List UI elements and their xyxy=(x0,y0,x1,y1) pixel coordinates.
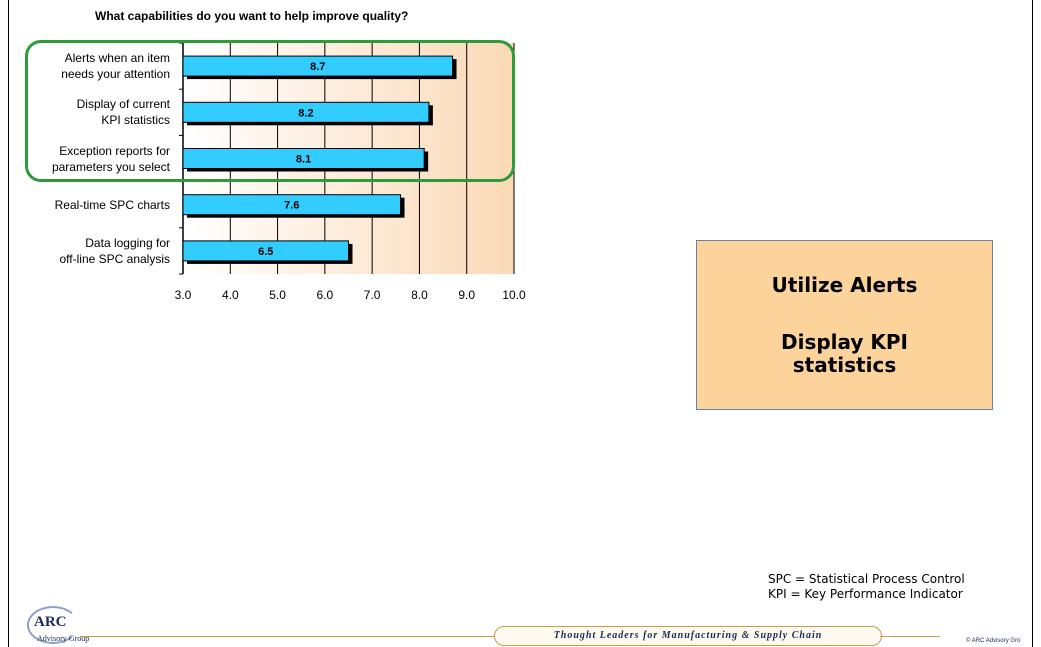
x-tick-label: 6.0 xyxy=(316,288,334,302)
bar-value-label: 8.7 xyxy=(310,61,325,73)
category-label: Exception reports for parameters you sele… xyxy=(20,143,170,175)
category-label-line: Display of current xyxy=(76,97,170,112)
bars: 8.7 8.2 8.1 7.6 6.5 xyxy=(182,55,457,264)
bar xyxy=(182,240,349,262)
category-label-line: needs your attention xyxy=(61,67,170,82)
callout-line-2: Display KPI statistics xyxy=(780,330,908,377)
x-tick-label: 10.0 xyxy=(502,288,526,302)
category-label: Data logging for off-line SPC analysis xyxy=(20,235,171,267)
footer-divider xyxy=(80,636,500,637)
footer-divider-right xyxy=(880,636,940,637)
category-label: Alerts when an item needs your attention xyxy=(20,50,170,82)
x-tick-label: 4.0 xyxy=(221,288,239,302)
category-label-line: Exception reports for xyxy=(59,143,170,158)
bar-value-label: 8.2 xyxy=(298,107,313,119)
arc-logo-icon xyxy=(27,606,79,644)
x-tick-label: 7.0 xyxy=(363,288,381,302)
x-tick-label: 5.0 xyxy=(269,288,286,302)
category-label: Display of current KPI statistics xyxy=(20,96,170,128)
category-label-line: off-line SPC analysis xyxy=(59,251,171,266)
category-label-line: Alerts when an item xyxy=(64,51,170,66)
category-label-line: Data logging for xyxy=(85,235,170,250)
bar xyxy=(182,101,430,123)
highlight-box xyxy=(25,40,515,182)
bar xyxy=(182,194,402,216)
callout-line-1: Utilize Alerts xyxy=(771,273,918,297)
abbreviation-notes: SPC = Statistical Process Control KPI = … xyxy=(768,572,965,602)
logo-subtext: Advisory Group xyxy=(37,634,90,643)
category-label-line: Real-time SPC charts xyxy=(54,197,170,212)
frame-left-border xyxy=(8,0,9,647)
bar xyxy=(182,148,425,169)
category-label-line: KPI statistics xyxy=(101,113,170,128)
category-label-line: parameters you select xyxy=(51,159,170,174)
kpi-note: KPI = Key Performance Indicator xyxy=(768,587,963,601)
category-label: Real-time SPC charts xyxy=(20,197,170,213)
bar xyxy=(182,55,454,77)
bar-value-label: 8.1 xyxy=(296,154,311,166)
logo-text: ARC xyxy=(34,614,67,630)
x-tick-label: 8.0 xyxy=(411,288,428,302)
bar-value-label: 6.5 xyxy=(258,246,273,258)
bar-value-label: 7.6 xyxy=(284,200,299,212)
footer-tagline: Thought Leaders for Manufacturing & Supp… xyxy=(494,626,882,646)
spc-note: SPC = Statistical Process Control xyxy=(768,572,965,586)
x-tick-label: 3.0 xyxy=(174,288,192,302)
copyright-text: © ARC Advisory Gro xyxy=(966,638,1021,644)
frame-right-border xyxy=(1032,0,1033,647)
chart-title: What capabilities do you want to help im… xyxy=(95,9,409,23)
callout-box: Utilize Alerts Display KPI statistics xyxy=(696,240,993,410)
x-tick-label: 9.0 xyxy=(458,288,476,302)
